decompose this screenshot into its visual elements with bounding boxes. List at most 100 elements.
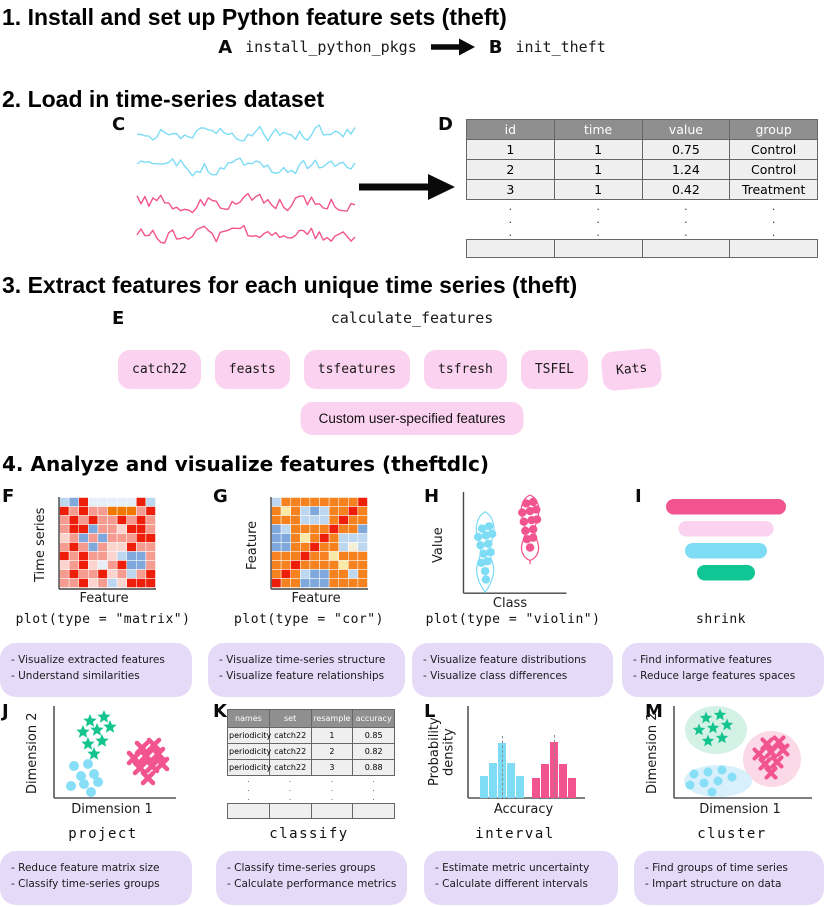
- ellipsis-cell: .: [330, 776, 333, 784]
- table-cell: Treatment: [729, 179, 818, 200]
- panel-label-i: I: [635, 486, 642, 507]
- table-cell: Control: [729, 159, 818, 180]
- column-header: accuracy: [352, 709, 395, 728]
- g-x-axis-label: Feature: [291, 591, 341, 606]
- ellipsis-cell: .: [289, 776, 292, 784]
- section1-heading: 1. Install and set up Python feature set…: [2, 4, 507, 30]
- custom-features-pill: Custom user-specified features: [300, 402, 524, 435]
- table-row: 3 1 0.42 Treatment: [466, 179, 818, 200]
- table-cell: 0.42: [641, 179, 731, 200]
- ellipsis-cell: .: [372, 785, 375, 793]
- f-notes: - Visualize extracted features - Underst…: [0, 643, 192, 697]
- feature-set-tsfel: TSFEL: [520, 350, 588, 389]
- table-row: periodicity catch22 1 0.85: [227, 727, 395, 744]
- table-row: 2 1 1.24 Control: [466, 159, 818, 180]
- column-header: names: [227, 709, 270, 728]
- bullet-line: - Calculate different intervals: [435, 877, 588, 890]
- table-cell: 1: [553, 139, 643, 160]
- table-cell: 0.85: [352, 727, 395, 744]
- panel-label-f: F: [2, 486, 15, 507]
- panel-label-m: M: [645, 701, 663, 722]
- empty-cell: [641, 239, 731, 258]
- m-caption: cluster: [697, 826, 767, 842]
- bullet-line: - Reduce large features spaces: [633, 669, 796, 682]
- table-cell: 1: [466, 139, 555, 160]
- ellipsis-cell: .: [247, 776, 250, 784]
- h-y-axis-label: Value: [431, 527, 446, 563]
- panel-label-g: G: [213, 486, 228, 507]
- f-y-axis-label: Time series: [33, 507, 48, 583]
- section3-heading: 3. Extract features for each unique time…: [2, 272, 578, 298]
- empty-cell: [553, 239, 643, 258]
- table-cell: 3: [310, 759, 354, 776]
- violin-plot: [462, 492, 567, 594]
- panel-label-d: D: [438, 114, 453, 135]
- h-caption: plot(type = "violin"): [425, 612, 601, 627]
- correlation-heatmap: [270, 497, 368, 590]
- ellipsis-cell: .: [330, 785, 333, 793]
- cluster-scatter: [673, 706, 812, 799]
- bullet-line: - Classify time-series groups: [227, 862, 376, 874]
- function-install-python-pkgs: install_python_pkgs: [245, 38, 417, 56]
- bullet-line: - Reduce feature matrix size: [11, 862, 160, 874]
- feature-matrix-heatmap: [58, 497, 156, 590]
- bullet-line: - Estimate metric uncertainty: [435, 862, 590, 874]
- empty-cell: [352, 803, 395, 819]
- column-header: time: [553, 119, 643, 140]
- j-notes: - Reduce feature matrix size - Classify …: [0, 851, 192, 905]
- column-header: set: [268, 709, 312, 728]
- ellipsis-row: ....: [467, 226, 818, 240]
- bullet-line: - Visualize feature distributions: [423, 654, 587, 666]
- function-init-theft: init_theft: [515, 38, 606, 56]
- panel-label-j: J: [2, 701, 9, 722]
- l-caption: interval: [475, 826, 555, 842]
- empty-cell: [268, 803, 312, 819]
- panel-label-k: K: [213, 701, 227, 722]
- projection-scatter: [53, 706, 176, 799]
- ellipsis-cell: .: [247, 785, 250, 793]
- bullet-line: - Find informative features: [633, 654, 772, 666]
- bullet-line: - Visualize feature relationships: [219, 669, 385, 682]
- ellipsis-row: ....: [228, 794, 395, 804]
- g-y-axis-label: Feature: [245, 520, 260, 570]
- i-caption: shrink: [696, 612, 746, 627]
- empty-cell: [310, 803, 354, 819]
- empty-cell: [466, 239, 555, 258]
- ellipsis-row: ....: [467, 200, 818, 214]
- m-x-axis-label: Dimension 1: [699, 802, 781, 817]
- table-cell: 1: [553, 159, 643, 180]
- ellipsis-cell: .: [508, 199, 513, 213]
- feature-set-kats: Kats: [600, 347, 663, 392]
- ellipsis-row: ....: [467, 213, 818, 226]
- section4-heading: 4. Analyze and visualize features (theft…: [2, 452, 489, 476]
- bullet-line: - Visualize extracted features: [11, 654, 165, 666]
- table-cell: periodicity: [227, 759, 271, 776]
- bullet-line: - Visualize class differences: [423, 669, 568, 682]
- feature-set-tsfresh: tsfresh: [424, 350, 507, 389]
- j-x-axis-label: Dimension 1: [71, 802, 153, 817]
- l-notes: - Estimate metric uncertainty - Calculat…: [424, 851, 618, 905]
- f-caption: plot(type = "matrix"): [15, 612, 191, 627]
- bullet-line: - Understand similarities: [11, 669, 140, 682]
- feature-set-catch22: catch22: [118, 350, 201, 389]
- j-y-axis-label: Dimension 2: [25, 712, 40, 794]
- ellipsis-cell: .: [596, 225, 600, 239]
- bullet-line: - Calculate performance metrics: [227, 877, 397, 890]
- ellipsis-cell: .: [330, 794, 333, 802]
- table: id time value group 1 1 0.75 Control 2 1 1.24 Contr…: [466, 119, 818, 258]
- empty-row: [227, 803, 395, 819]
- l-y-axis-label: Probability density: [427, 717, 457, 787]
- feature-set-row: catch22 feasts tsfeatures tsfresh TSFEL …: [118, 347, 663, 392]
- ellipsis-cell: .: [684, 225, 688, 239]
- table-cell: catch22: [268, 759, 312, 776]
- table-cell: 2: [466, 159, 555, 180]
- ellipsis-cell: .: [289, 794, 292, 802]
- panel-label-a: A: [218, 36, 233, 58]
- table-cell: 1.24: [641, 159, 731, 180]
- m-y-axis-label: Dimension 2: [645, 712, 660, 794]
- column-header: resample: [310, 709, 354, 728]
- arrow-icon: [430, 38, 475, 56]
- f-x-axis-label: Feature: [79, 591, 129, 606]
- h-notes: - Visualize feature distributions - Visu…: [412, 643, 613, 697]
